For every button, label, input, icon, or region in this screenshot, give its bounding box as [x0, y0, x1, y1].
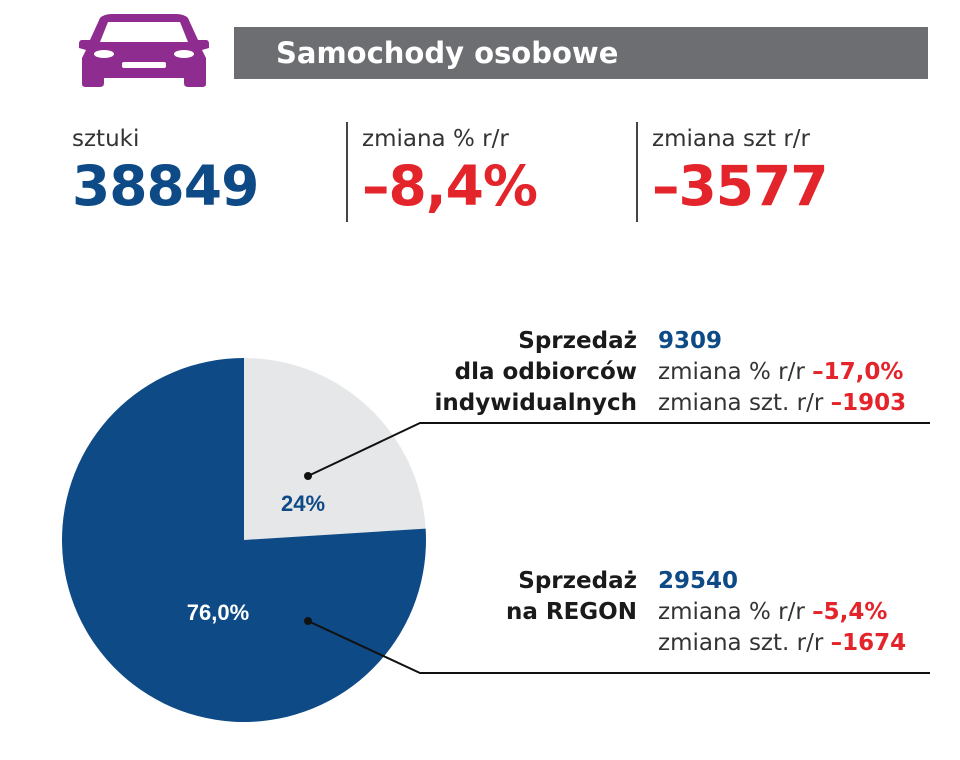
segment-change-units: zmiana szt. r/r –1674	[658, 628, 906, 659]
segment-change-pct: zmiana % r/r –17,0%	[658, 357, 906, 388]
pie-label-regon: 76,0%	[187, 600, 249, 625]
car-windshield	[100, 22, 188, 42]
car-icon	[79, 14, 209, 87]
segment-title-regon: Sprzedaż na REGON	[506, 566, 637, 628]
stat-change-units: zmiana szt r/r –3577	[636, 122, 829, 222]
stat-units-value: 38849	[72, 154, 259, 218]
segment-change-pct-label: zmiana % r/r	[658, 599, 805, 625]
stat-change-units-value: –3577	[652, 154, 829, 218]
segment-change-pct-value: –5,4%	[812, 599, 888, 625]
pie-label-individual: 24%	[281, 491, 325, 516]
segment-title-line: dla odbiorców	[454, 359, 637, 385]
segment-title-individual: Sprzedaż dla odbiorców indywidualnych	[435, 326, 637, 419]
segment-change-units-label: zmiana szt. r/r	[658, 390, 824, 416]
segment-change-pct-value: –17,0%	[812, 359, 904, 385]
stat-units-label: sztuki	[72, 126, 140, 152]
car-headlight-left	[94, 50, 114, 58]
car-headlight-right	[174, 50, 194, 58]
segment-title-line: indywidualnych	[434, 390, 637, 416]
car-grille	[122, 62, 166, 68]
pie-slice-individual	[244, 358, 426, 540]
segment-change-units-value: –1674	[830, 630, 907, 656]
segment-change-pct-label: zmiana % r/r	[658, 359, 805, 385]
page-title: Samochody osobowe	[276, 36, 619, 70]
segment-change-units-label: zmiana szt. r/r	[658, 630, 824, 656]
segment-change-units-value: –1903	[830, 390, 907, 416]
stat-change-pct-value: –8,4%	[362, 154, 538, 218]
segment-change-pct: zmiana % r/r –5,4%	[658, 597, 906, 628]
stat-change-units-label: zmiana szt r/r	[652, 126, 810, 152]
title-bar: Samochody osobowe	[234, 27, 928, 79]
segment-title-line: na REGON	[505, 599, 637, 625]
segment-title-line: Sprzedaż	[518, 568, 637, 594]
leader-line-regon	[307, 620, 930, 674]
segment-details-individual: 9309 zmiana % r/r –17,0% zmiana szt. r/r…	[658, 326, 906, 419]
pie-slice-regon	[62, 358, 427, 722]
segment-details-regon: 29540 zmiana % r/r –5,4% zmiana szt. r/r…	[658, 566, 906, 659]
leader-line-individual	[307, 422, 930, 477]
segment-total: 9309	[658, 328, 723, 354]
stat-change-pct-label: zmiana % r/r	[362, 126, 509, 152]
segment-total: 29540	[658, 568, 739, 594]
stat-change-pct: zmiana % r/r –8,4%	[346, 122, 538, 222]
stat-units: sztuki 38849	[72, 122, 259, 222]
segment-title-line: Sprzedaż	[518, 328, 637, 354]
segment-change-units: zmiana szt. r/r –1903	[658, 388, 906, 419]
